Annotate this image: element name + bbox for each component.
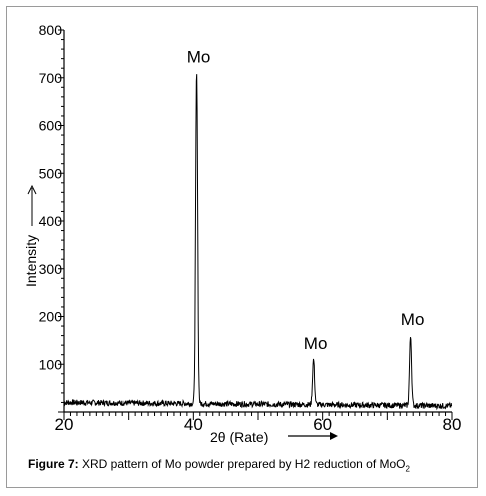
y-tick-label: 600 [39, 118, 63, 134]
tick-labels: 100 200 300 400 500 600 700 800 20 40 60 80 [39, 22, 462, 434]
y-tick-label: 100 [39, 356, 63, 372]
y-tick-label: 700 [39, 70, 63, 86]
x-tick-label: 40 [184, 415, 203, 434]
xrd-pattern-line [63, 74, 453, 411]
x-axis-label: 2θ (Rate) [210, 429, 268, 445]
figure-caption: Figure 7: XRD pattern of Mo powder prepa… [28, 457, 410, 473]
x-tick-label: 80 [443, 415, 462, 434]
y-axis-arrowhead [27, 184, 37, 195]
caption-subscript: 2 [405, 464, 410, 474]
peak-label: Mo [187, 48, 211, 67]
y-tick-label: 800 [39, 22, 63, 38]
y-tick-label: 400 [39, 213, 63, 229]
y-tick-label: 200 [39, 309, 63, 325]
peak-label: Mo [304, 334, 328, 353]
x-tick-label: 60 [313, 415, 332, 434]
y-tick-label: 300 [39, 261, 63, 277]
y-axis-label: Intensity [23, 235, 39, 287]
ticks [58, 29, 453, 420]
x-axis-arrowhead [330, 432, 338, 440]
caption-text: XRD pattern of Mo powder prepared by H2 … [82, 457, 406, 471]
x-tick-label: 20 [55, 415, 74, 434]
y-tick-label: 500 [39, 165, 63, 181]
peak-labels: Mo Mo Mo [187, 48, 425, 353]
axis-labels: 2θ (Rate) Intensity [23, 184, 338, 445]
caption-prefix: Figure 7: [28, 457, 79, 471]
peak-label: Mo [401, 310, 425, 329]
axes [63, 30, 452, 413]
